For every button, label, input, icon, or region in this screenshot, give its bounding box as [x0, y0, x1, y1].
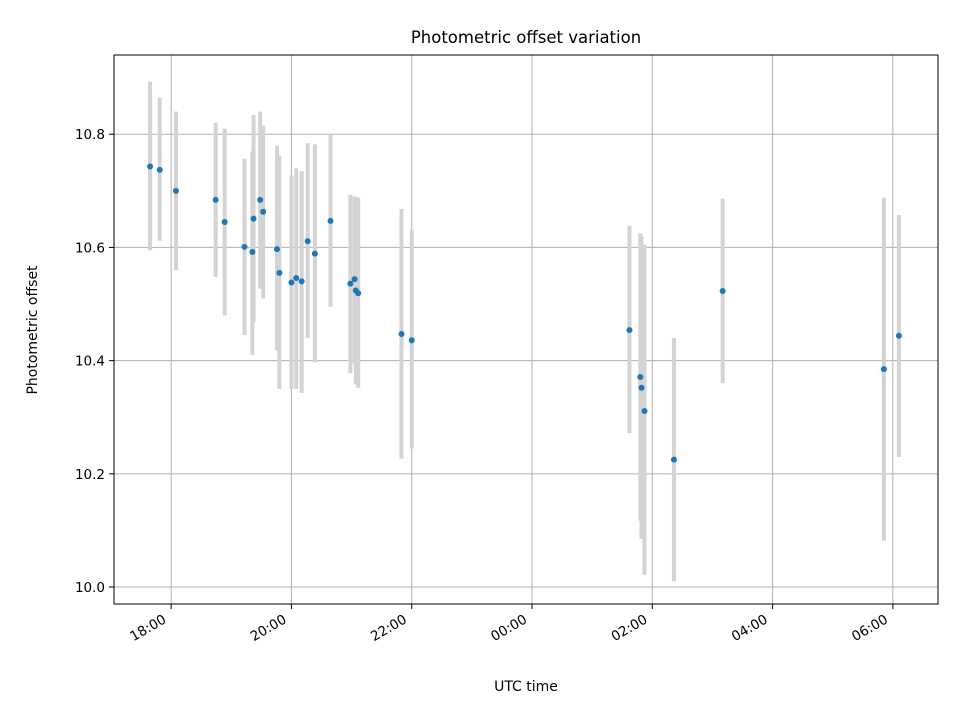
data-point [172, 187, 179, 194]
y-tick-label: 10.8 [75, 127, 105, 143]
data-point [260, 208, 267, 215]
data-point [221, 218, 228, 225]
data-point [304, 238, 311, 245]
data-points [147, 163, 902, 463]
data-point [638, 384, 645, 391]
plot-area-frame [113, 54, 939, 605]
data-point [212, 196, 219, 203]
data-point [626, 327, 633, 334]
data-point [293, 274, 300, 281]
data-point [147, 163, 154, 170]
data-point [347, 280, 354, 287]
data-point [880, 366, 887, 373]
data-point [327, 217, 334, 224]
y-tick-label: 10.4 [75, 354, 105, 370]
y-tick-label: 10.0 [75, 580, 105, 596]
y-tick-label: 10.6 [75, 240, 105, 256]
y-axis-ticks: 10.0 10.2 10.4 10.6 10.8 [75, 127, 114, 596]
y-tick-label: 10.2 [75, 467, 105, 483]
data-point [408, 337, 415, 344]
x-axis-label: UTC time [494, 679, 558, 695]
data-point [288, 279, 295, 286]
data-point [351, 276, 358, 283]
chart-title: Photometric offset variation [411, 28, 641, 47]
data-point [895, 332, 902, 339]
data-point [273, 246, 280, 253]
data-point [276, 269, 283, 276]
data-point [670, 456, 677, 463]
data-point [641, 408, 648, 415]
data-point [250, 215, 257, 222]
data-point [257, 196, 264, 203]
data-point [637, 374, 644, 381]
data-point [398, 331, 405, 338]
data-point [249, 248, 256, 255]
data-point [241, 243, 248, 250]
y-axis-label: Photometric offset [25, 265, 41, 395]
data-point [156, 166, 163, 173]
data-point [298, 278, 305, 285]
data-point [355, 290, 362, 297]
data-point [719, 288, 726, 295]
data-point [311, 250, 318, 257]
